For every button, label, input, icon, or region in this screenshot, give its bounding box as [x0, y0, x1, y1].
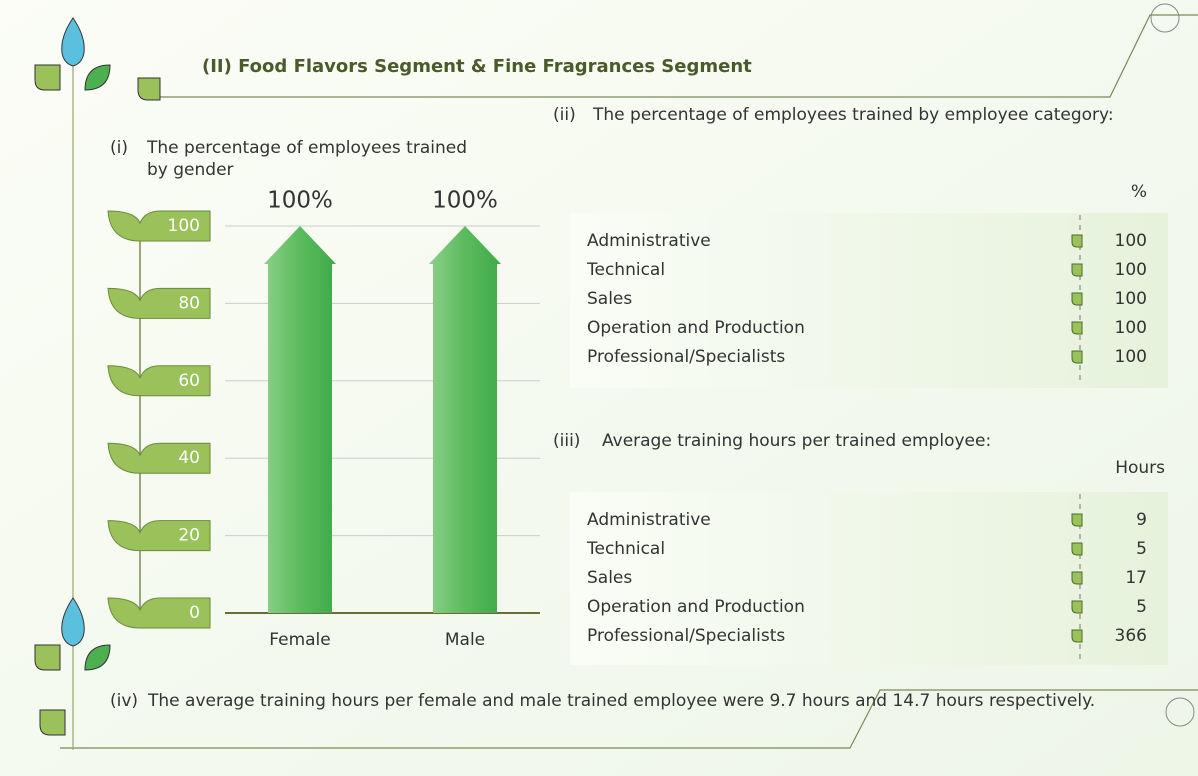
- value-label: 100%: [267, 188, 333, 214]
- row-value: 366: [1115, 626, 1147, 646]
- y-tick-label: 60: [178, 371, 200, 391]
- row-value: 100: [1115, 347, 1147, 367]
- unit-label: %: [1131, 182, 1147, 202]
- leaf-icon: [84, 644, 111, 671]
- deco-circle: [1150, 3, 1180, 33]
- tick-leaf: [107, 287, 211, 319]
- row-leaf: [1071, 234, 1083, 248]
- row-value: 100: [1115, 231, 1147, 251]
- row-value: 9: [1136, 510, 1147, 530]
- row-value: 5: [1136, 539, 1147, 559]
- row-value: 100: [1115, 318, 1147, 338]
- chart-title: The percentage of employees trained by ge…: [146, 138, 467, 180]
- row-value: 17: [1125, 568, 1147, 588]
- tick-leaf: [107, 210, 211, 242]
- row-label: Technical: [586, 260, 665, 280]
- bar: [429, 226, 501, 613]
- note-text: The average training hours per female an…: [148, 691, 1096, 711]
- y-tick-label: 100: [168, 216, 200, 236]
- tick-leaf: [107, 365, 211, 397]
- row-value: 5: [1136, 597, 1147, 617]
- y-tick-label: 80: [178, 293, 200, 313]
- section-label: (ii): [553, 105, 576, 125]
- note-label: (iv): [110, 691, 139, 711]
- chart-title-line: by gender: [147, 160, 234, 180]
- row-label: Professional/Specialists: [587, 626, 785, 646]
- footer-line: [60, 689, 1198, 749]
- table-title: Average training hours per trained emplo…: [602, 431, 991, 451]
- y-tick-label: 0: [189, 603, 200, 623]
- row-value: 100: [1115, 289, 1147, 309]
- row-label: Operation and Production: [587, 318, 805, 338]
- leaf-icon: [39, 709, 66, 736]
- row-leaf: [1071, 571, 1083, 585]
- table-box: [570, 213, 1168, 388]
- row-leaf: [1071, 629, 1083, 643]
- table-title: The percentage of employees trained by e…: [592, 105, 1114, 125]
- row-leaf: [1071, 600, 1083, 614]
- row-label: Technical: [586, 539, 665, 559]
- y-tick-label: 20: [178, 526, 200, 546]
- section-label: (iii): [553, 431, 580, 451]
- row-label: Professional/Specialists: [587, 347, 785, 367]
- note: (iv) The average training hours per femal…: [110, 690, 1110, 713]
- leaf-icon: [34, 644, 61, 671]
- tick-leaf: [107, 597, 211, 629]
- row-label: Administrative: [587, 510, 711, 530]
- chart-title-line: The percentage of employees trained: [146, 138, 467, 158]
- row-label: Operation and Production: [587, 597, 805, 617]
- table-box: [570, 492, 1168, 665]
- header-line: [140, 14, 1198, 98]
- bar: [264, 226, 336, 613]
- tick-leaf: [107, 442, 211, 474]
- leaf-icon: [34, 64, 61, 91]
- row-leaf: [1071, 542, 1083, 556]
- drop-icon: [61, 17, 85, 67]
- leaf-icon: [137, 77, 161, 101]
- row-leaf: [1071, 321, 1083, 335]
- section-label: (i): [110, 138, 128, 158]
- value-label: 100%: [432, 188, 498, 214]
- unit-label: Hours: [1115, 458, 1165, 478]
- row-label: Sales: [587, 289, 632, 309]
- row-leaf: [1071, 350, 1083, 364]
- row-label: Administrative: [587, 231, 711, 251]
- row-value: 100: [1115, 260, 1147, 280]
- deco-circle: [1165, 697, 1195, 727]
- tick-leaf: [107, 520, 211, 552]
- leaf-icon: [84, 64, 111, 91]
- row-leaf: [1071, 513, 1083, 527]
- row-label: Sales: [587, 568, 632, 588]
- x-tick-label: Female: [269, 630, 330, 650]
- y-tick-label: 40: [178, 448, 200, 468]
- row-leaf: [1071, 292, 1083, 306]
- page-title: (II) Food Flavors Segment & Fine Fragran…: [202, 56, 752, 77]
- row-leaf: [1071, 263, 1083, 277]
- x-tick-label: Male: [445, 630, 485, 650]
- drop-icon: [61, 597, 85, 647]
